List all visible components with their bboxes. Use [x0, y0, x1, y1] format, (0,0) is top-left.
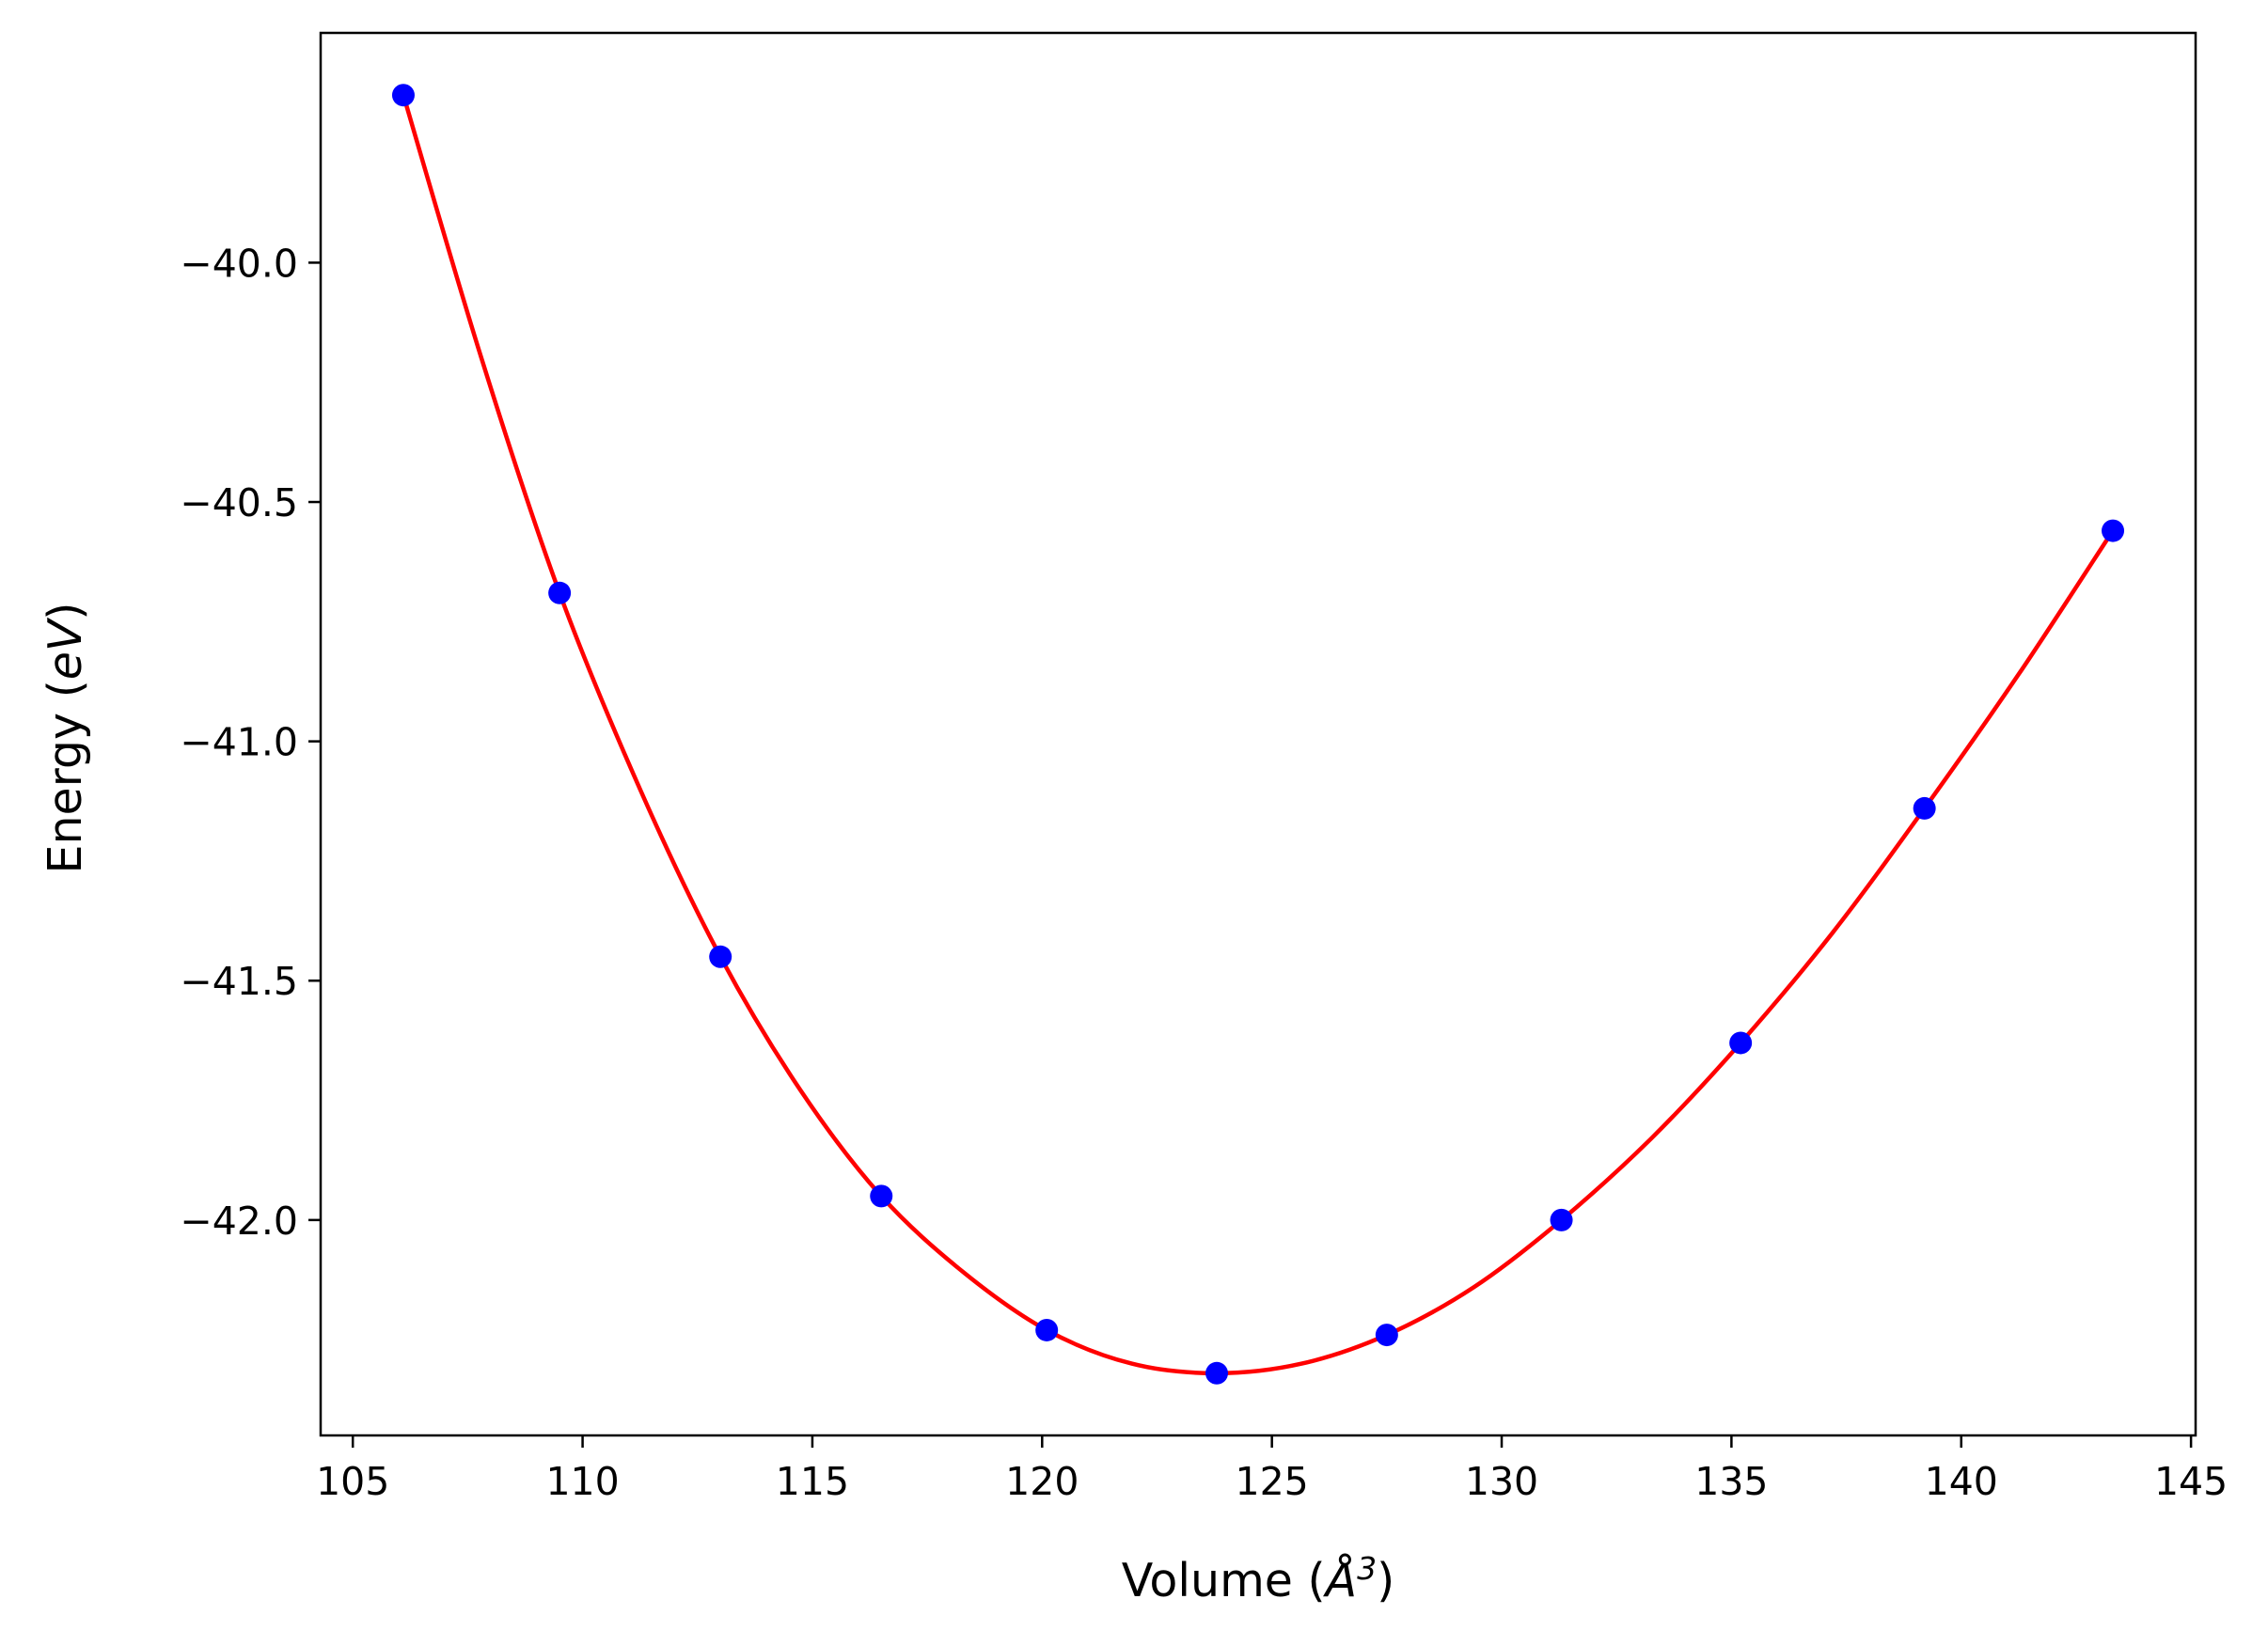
- x-axis: 105 110 115 120 125 130 135 140 145: [316, 1435, 2228, 1504]
- x-tick-label: 145: [2154, 1459, 2228, 1504]
- y-tick-label: −41.5: [180, 959, 298, 1004]
- y-axis: −40.0 −40.5 −41.0 −41.5 −42.0: [180, 241, 321, 1244]
- x-tick-label: 135: [1694, 1459, 1768, 1504]
- x-tick-label: 130: [1465, 1459, 1538, 1504]
- data-point: [870, 1184, 893, 1208]
- data-point: [1375, 1324, 1398, 1347]
- data-point-layer: [391, 84, 2125, 1385]
- x-tick-label: 120: [1005, 1459, 1079, 1504]
- data-point: [1913, 796, 1936, 820]
- x-tick-label: 125: [1236, 1459, 1309, 1504]
- x-tick-label: 110: [545, 1459, 619, 1504]
- data-point: [1205, 1361, 1229, 1385]
- y-tick-label: −40.5: [180, 480, 298, 525]
- x-tick-label: 105: [316, 1459, 389, 1504]
- y-tick-label: −42.0: [180, 1199, 298, 1244]
- plot-area: [321, 33, 2196, 1435]
- y-tick-label: −40.0: [180, 241, 298, 286]
- y-axis-label: Energy (eV): [39, 602, 92, 873]
- data-point: [1729, 1031, 1753, 1055]
- x-axis-label: Volume (Å3): [1122, 1550, 1395, 1607]
- y-tick-label: −41.0: [180, 720, 298, 765]
- data-point: [391, 84, 415, 107]
- x-tick-label: 115: [776, 1459, 849, 1504]
- data-point: [1035, 1318, 1059, 1341]
- plot-frame: [319, 31, 2197, 1437]
- data-point: [709, 945, 732, 968]
- fit-curve-layer: [401, 94, 2115, 1376]
- data-point: [548, 581, 572, 604]
- data-point: [1550, 1208, 1573, 1231]
- data-point: [2102, 519, 2125, 542]
- x-tick-label: 140: [1925, 1459, 1998, 1504]
- fit-curve-line: [401, 94, 2115, 1376]
